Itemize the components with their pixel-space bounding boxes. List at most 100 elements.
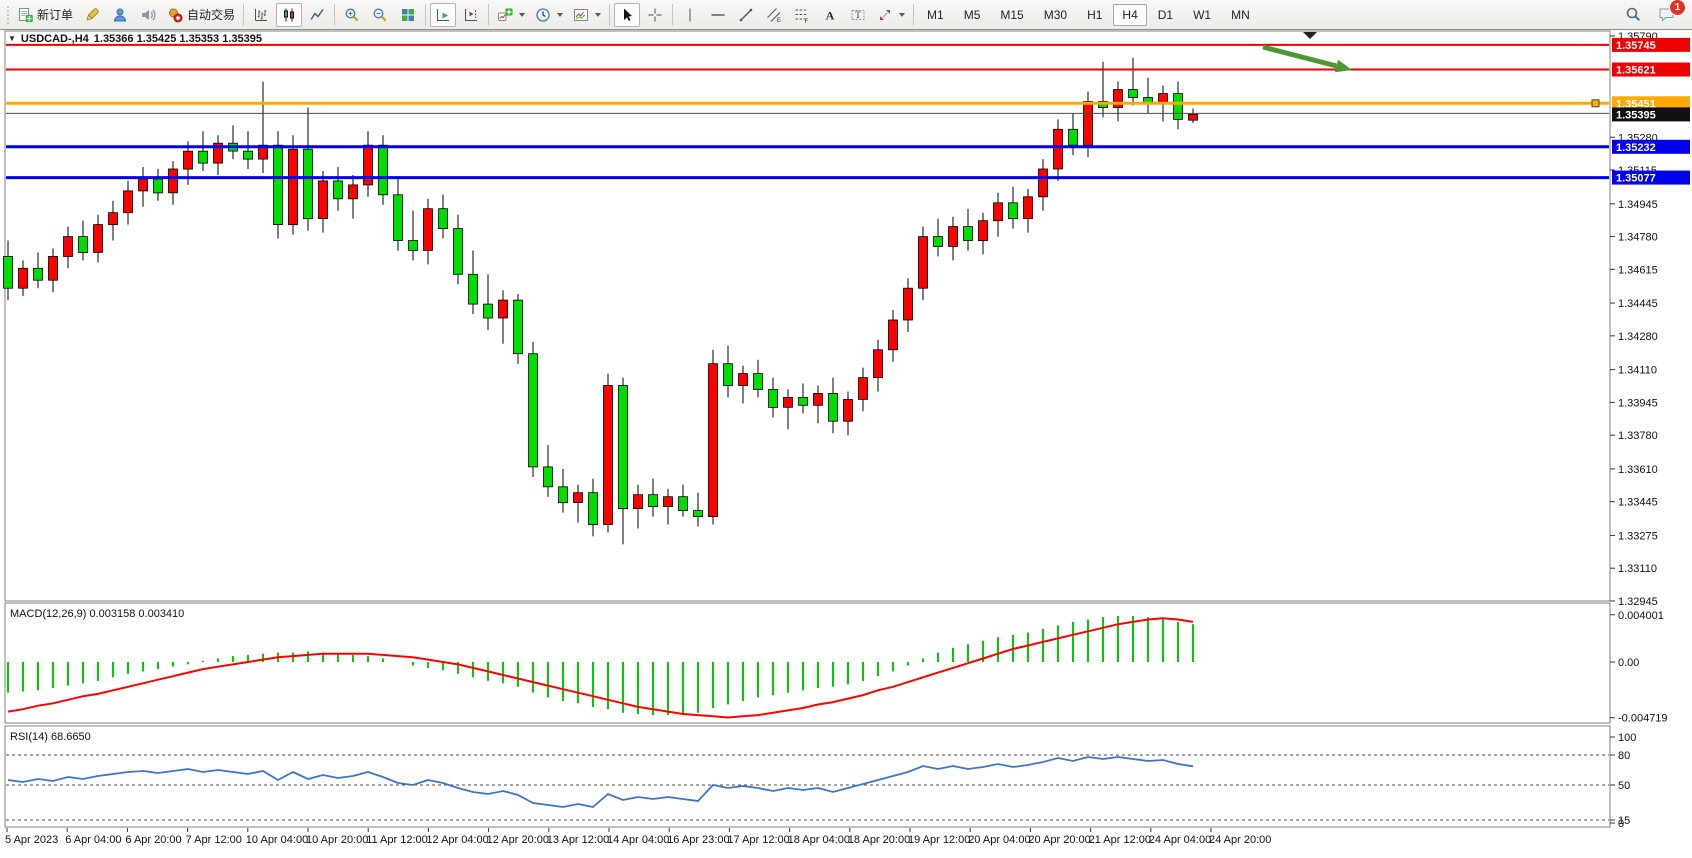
notifications-button[interactable]: 1: [1654, 0, 1686, 27]
candle-body: [243, 150, 253, 160]
candle-body: [753, 373, 763, 390]
new-order-label: 新订单: [37, 8, 74, 22]
templates-icon: [574, 8, 589, 21]
timeframe-button-M15[interactable]: M15: [991, 4, 1032, 26]
candle-body: [3, 255, 13, 289]
candle-body: [48, 255, 58, 281]
candle-body: [408, 240, 418, 251]
rsi-tick-label: 0: [1618, 818, 1624, 830]
time-tick-label: 6 Apr 04:00: [65, 834, 121, 846]
cursor-icon: [624, 8, 633, 21]
equidistant-channel-tool-button[interactable]: E: [761, 3, 787, 27]
line-chart-button[interactable]: [304, 3, 330, 27]
chart-shift-button[interactable]: [458, 3, 484, 27]
candle-body: [123, 190, 133, 214]
templates-dropdown-caret: [595, 12, 602, 17]
timeframe-button-M30[interactable]: M30: [1035, 4, 1076, 26]
candle-body: [108, 212, 118, 225]
candle-body: [1008, 202, 1018, 220]
fibonacci-tool-button[interactable]: F: [789, 3, 815, 27]
horizontal-line-tool-button[interactable]: [705, 3, 731, 27]
price-badge: [1612, 139, 1690, 154]
price-tick-label: 1.34280: [1618, 331, 1658, 343]
auto-scroll-button[interactable]: [430, 2, 457, 27]
timeframe-button-MN[interactable]: MN: [1222, 4, 1259, 26]
time-axis[interactable]: [0, 828, 1610, 858]
vertical-line-tool-button[interactable]: [677, 3, 703, 27]
time-tick-label: 10 Apr 04:00: [246, 834, 308, 846]
rsi-panel: [4, 725, 1611, 828]
signals-button[interactable]: [135, 3, 161, 27]
candle-body: [1038, 168, 1048, 198]
candle-body: [318, 180, 328, 219]
bar-chart-button[interactable]: [248, 3, 274, 27]
styler-button[interactable]: [79, 3, 105, 27]
candle-body: [438, 208, 448, 229]
auto-trading-label: 自动交易: [187, 8, 236, 22]
candlestick-chart-button[interactable]: [276, 2, 303, 27]
arrows-dropdown-caret: [899, 12, 906, 17]
periods-button[interactable]: [531, 3, 567, 27]
price-badge: [1612, 170, 1690, 185]
time-tick-label: 13 Apr 12:00: [547, 834, 609, 846]
candle-body: [948, 226, 958, 247]
signals-icon: [142, 9, 156, 20]
timeframe-button-H1[interactable]: H1: [1078, 4, 1111, 26]
periods-dropdown-caret: [557, 12, 564, 17]
macd-tick-label: 0.004001: [1618, 610, 1664, 622]
rsi-tick-label: 50: [1618, 780, 1630, 792]
macd-tick-label: -0.004719: [1618, 713, 1668, 725]
time-tick-label: 20 Apr 04:00: [968, 834, 1030, 846]
time-tick-label: 18 Apr 20:00: [848, 834, 910, 846]
candle-body: [168, 168, 178, 194]
rsi-line: [7, 756, 1194, 808]
price-tick-label: 1.33445: [1618, 497, 1658, 509]
candle-body: [423, 208, 433, 251]
candle-body: [573, 492, 583, 504]
candle-body: [558, 486, 568, 504]
search-button[interactable]: [1620, 3, 1646, 27]
bar-chart-icon: [255, 8, 268, 21]
timeframe-button-H4[interactable]: H4: [1113, 3, 1147, 26]
zoom-out-button[interactable]: [367, 3, 393, 27]
timeframe-button-M5[interactable]: M5: [955, 4, 990, 26]
templates-button[interactable]: [569, 3, 605, 27]
community-icon: [114, 8, 127, 21]
price-badge: [1612, 107, 1690, 122]
candle-body: [738, 373, 748, 386]
horizontal-line-icon: [711, 13, 725, 16]
timeframe-button-M1[interactable]: M1: [918, 4, 953, 26]
zoom-in-button[interactable]: [339, 3, 365, 27]
crosshair-button[interactable]: [642, 3, 668, 27]
timeframe-button-D1[interactable]: D1: [1149, 4, 1182, 26]
candle-body: [498, 299, 508, 319]
cursor-button[interactable]: [614, 2, 641, 27]
text-tool-button[interactable]: A: [817, 3, 843, 27]
toolbar-grip[interactable]: [6, 4, 11, 25]
candle-body: [273, 144, 283, 225]
arrow-annotation: [1262, 44, 1338, 69]
trendline-tool-button[interactable]: [733, 3, 759, 27]
candle-body: [1173, 93, 1183, 120]
price-axis[interactable]: [1610, 31, 1692, 828]
svg-text:E: E: [777, 18, 781, 23]
main-chart-panel: [4, 30, 1611, 602]
text-label-tool-button[interactable]: T: [845, 3, 871, 27]
price-badge-label: 1.35232: [1616, 142, 1656, 154]
candle-body: [588, 492, 598, 525]
candle-body: [783, 396, 793, 408]
macd-panel: [4, 602, 1611, 724]
tile-windows-icon: [402, 8, 415, 21]
candle-body: [303, 148, 313, 220]
one-click-trading-toggle[interactable]: ▼: [8, 34, 16, 43]
timeframe-button-W1[interactable]: W1: [1184, 4, 1220, 26]
auto-trading-button[interactable]: 自动交易: [163, 3, 239, 27]
new-order-button[interactable]: 新订单: [13, 3, 77, 27]
candle-body: [18, 267, 28, 289]
add-indicator-button[interactable]: [493, 3, 529, 27]
arrows-tool-button[interactable]: [873, 3, 909, 27]
community-button[interactable]: [107, 3, 133, 27]
tile-windows-button[interactable]: [395, 3, 421, 27]
candle-body: [663, 496, 673, 508]
